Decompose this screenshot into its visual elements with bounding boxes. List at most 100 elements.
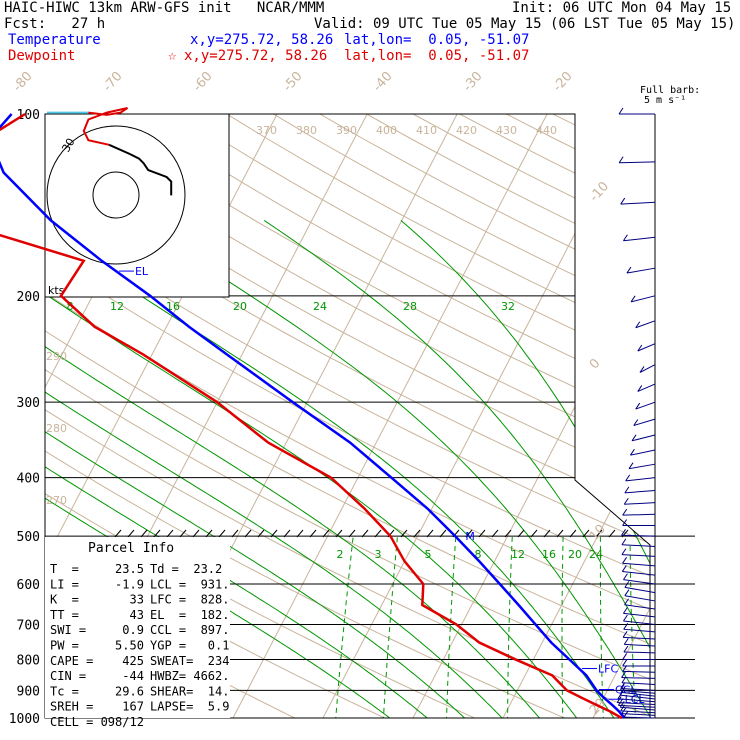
parcel-info-right: Td = 23.2	[150, 562, 222, 576]
parcel-info-right: YGP = 0.1	[150, 639, 229, 653]
wind-barb-flag	[622, 557, 627, 564]
wind-barb	[621, 554, 656, 557]
isotherm-tick-label: 0	[587, 356, 604, 372]
pressure-tick-label: 800	[17, 653, 40, 668]
hatch-tick	[530, 529, 538, 538]
wind-barb-flag	[623, 607, 628, 614]
dry-adiabat-line	[45, 114, 650, 718]
wind-barb-flag	[619, 684, 625, 691]
wind-barb-flag	[631, 434, 637, 442]
header-title: HAIC-HIWC 13km ARW-GFS init NCAR/MMM	[4, 0, 325, 16]
dry-adiabat-line	[45, 114, 650, 718]
wind-barb-flag	[621, 548, 627, 555]
mixing-ratio-label: 16	[542, 548, 556, 561]
mixing-ratio-label: 5	[425, 548, 432, 561]
wind-barb-flag	[635, 321, 641, 328]
hodograph-ring-label: 30	[59, 136, 77, 155]
dry-adiabat-line	[45, 114, 650, 718]
temperature-line	[0, 113, 626, 719]
wind-barb	[622, 670, 656, 673]
wind-barb-flag	[622, 653, 628, 660]
hatch-tick	[153, 529, 161, 538]
pressure-tick-label: 200	[17, 290, 40, 305]
mixing-ratio-label: 3	[375, 548, 382, 561]
theta-tick-label: 290	[46, 350, 67, 363]
parcel-info-right: LCL = 931.	[150, 577, 229, 591]
wind-barb-flag	[618, 107, 624, 115]
mixing-ratio-line	[629, 537, 637, 718]
hodograph-ring-10	[92, 171, 140, 219]
parcel-info-title: Parcel Info	[88, 541, 174, 556]
header-valid: Valid: 09 UTC Tue 05 May 15 (06 LST Tue …	[314, 16, 736, 32]
isotherm-line	[45, 114, 292, 718]
barb-legend-title: Full barb:	[640, 85, 701, 96]
pressure-tick-label: 400	[17, 472, 40, 487]
wind-barb-flag	[637, 385, 643, 392]
hatch-tick	[166, 529, 174, 538]
theta-tick-label: 390	[336, 124, 357, 137]
wind-barb-flag	[623, 614, 628, 622]
wind-barb	[621, 691, 656, 697]
mixing-ratio-label: 12	[511, 548, 525, 561]
hatch-tick	[595, 529, 603, 538]
wind-barb-flag	[623, 497, 629, 505]
hatch-tick	[140, 529, 148, 538]
hatch-tick	[322, 529, 330, 538]
isotherm-tick-label: -60	[190, 69, 215, 95]
parcel-info-box	[45, 537, 230, 718]
theta-tick-label: 370	[256, 124, 277, 137]
wind-barb-flag	[622, 508, 628, 516]
wind-barb	[623, 579, 656, 585]
dewpoint-legend: Dewpoint	[8, 48, 76, 64]
dry-adiabat-line	[363, 114, 650, 718]
parcel-info-left: LI = -1.9	[50, 577, 144, 591]
wind-barb-flag	[621, 529, 626, 536]
parcel-info-right: LFC = 828.	[150, 593, 229, 607]
isotherm-tick-label: -80	[10, 69, 35, 95]
hatch-tick	[543, 529, 551, 538]
wind-barb	[620, 689, 656, 694]
hatch-tick	[127, 529, 135, 538]
wind-barb	[623, 716, 656, 719]
isotherm-tick-label: -70	[100, 69, 125, 95]
theta-tick-label: 440	[536, 124, 557, 137]
dry-adiabat-line	[499, 114, 650, 718]
wind-barb	[623, 636, 656, 640]
dry-adiabat-line	[45, 114, 650, 718]
theta-tick-label: 410	[416, 124, 437, 137]
wind-barb	[622, 513, 656, 516]
wind-barb	[620, 710, 656, 714]
hatch-tick	[114, 529, 122, 538]
wind-barb-flag	[630, 448, 635, 456]
mixing-ratio-label: 20	[568, 548, 582, 561]
parcel-info-left: PW = 5.50	[50, 639, 144, 653]
isotherm-tick-label: -20	[550, 69, 575, 95]
parcel-info-left: K = 33	[50, 593, 144, 607]
wind-barb-flag	[621, 671, 626, 678]
wind-barb-flag	[628, 462, 634, 469]
hatch-tick	[309, 529, 317, 538]
hatch-tick	[205, 529, 213, 538]
wind-barb	[624, 502, 656, 505]
dry-adiabat-line	[45, 114, 650, 718]
level-label-el: EL	[135, 265, 149, 278]
wind-barb	[639, 364, 656, 373]
isotherm-line	[585, 114, 650, 718]
isotherm-line	[405, 114, 650, 718]
hodograph-unit-label: kts	[48, 284, 65, 297]
theta-tick-label: 420	[456, 124, 477, 137]
mixing-ratio-line	[655, 526, 664, 731]
wind-barb-flag	[623, 638, 629, 645]
hodograph-trace-mid	[82, 107, 129, 146]
wind-barb	[623, 628, 656, 633]
hatch-tick	[335, 529, 343, 538]
moist-adiabat-label: 8	[67, 300, 74, 313]
wind-barb-flag	[624, 581, 630, 588]
wind-barb-flag	[624, 598, 629, 606]
wind-barb-flag	[616, 696, 622, 703]
level-label-m: M	[465, 530, 475, 543]
hatch-tick	[270, 529, 278, 538]
header-fcst: Fcst: 27 h	[4, 16, 106, 32]
